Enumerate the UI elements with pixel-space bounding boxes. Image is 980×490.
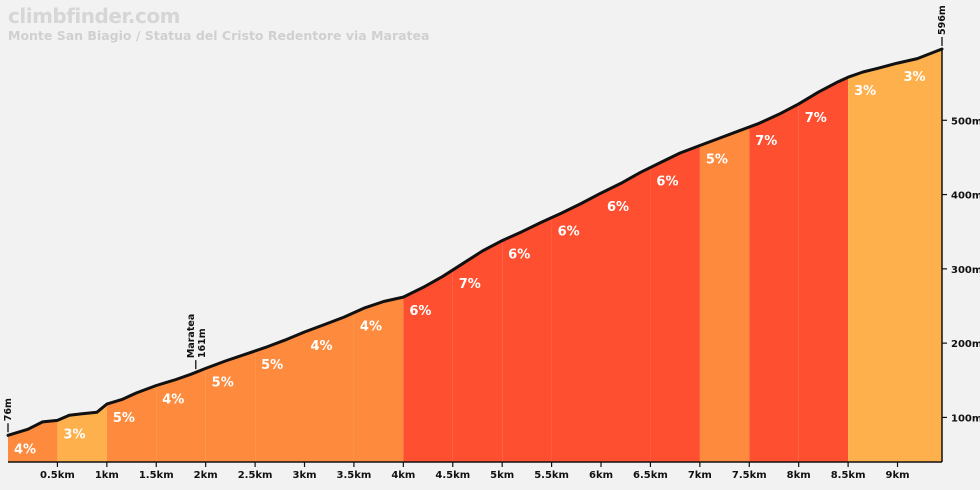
grade-label-8: 6%: [409, 304, 431, 319]
x-tick-label-13: 7km: [688, 470, 712, 481]
segment-18: [897, 49, 942, 462]
x-tick-label-14: 7.5km: [732, 470, 767, 481]
segment-10: [502, 217, 552, 462]
axes: 0.5km 1km 1.5km 2km 2.5km 3km 3.5km 4km 4.5km 5km…: [8, 48, 980, 481]
segment-1: [57, 404, 107, 462]
grade-label-0: 4%: [14, 442, 36, 457]
segment-5: [255, 332, 305, 462]
grade-label-4: 5%: [212, 375, 234, 390]
x-tick-label-5: 3km: [292, 470, 316, 481]
x-tick-label-9: 5km: [490, 470, 514, 481]
grade-label-1: 3%: [63, 427, 85, 442]
x-tick-label-3: 2km: [194, 470, 218, 481]
segment-16: [798, 77, 849, 462]
x-tick-label-16: 8.5km: [831, 470, 866, 481]
grade-label-9: 7%: [459, 277, 481, 292]
x-tick-label-8: 4.5km: [435, 470, 470, 481]
grade-label-7: 4%: [360, 320, 382, 335]
grade-label-10: 6%: [508, 248, 530, 263]
segment-11: [551, 193, 601, 462]
marker-label-1: 161m: [197, 328, 208, 358]
elevation-markers: 76m Maratea 161m 596m: [3, 5, 948, 433]
y-tick-label-0: 100m: [951, 413, 980, 424]
segment-17: [848, 63, 898, 462]
segment-7: [353, 297, 404, 462]
grade-label-17: 3%: [854, 84, 876, 99]
x-tick-label-0: 0.5km: [40, 470, 75, 481]
x-tick-label-15: 8km: [787, 470, 811, 481]
y-tick-label-3: 400m: [951, 191, 980, 202]
grade-label-12: 6%: [607, 200, 629, 215]
x-tick-label-7: 4km: [391, 470, 415, 481]
segment-15: [749, 103, 799, 463]
grade-label-16: 7%: [805, 111, 827, 126]
gradient-segments: [8, 49, 942, 463]
segment-0: [8, 420, 58, 462]
y-tick-label-1: 200m: [951, 339, 980, 350]
marker-name-1: Maratea: [186, 314, 197, 358]
segment-3: [156, 368, 206, 462]
grade-label-13: 6%: [656, 174, 678, 189]
segment-14: [699, 127, 750, 462]
segment-9: [452, 240, 503, 462]
grade-label-15: 7%: [755, 134, 777, 149]
segment-12: [601, 167, 651, 462]
grade-labels: 4% 3% 5% 4% 5% 5% 4% 4% 6% 7% 6% 6% 6% 6% 5% 7% 7% 3% 3%: [14, 70, 926, 457]
x-tick-label-4: 2.5km: [238, 470, 273, 481]
grade-label-3: 4%: [162, 392, 184, 407]
segment-6: [304, 312, 354, 462]
grade-label-5: 5%: [261, 358, 283, 373]
x-tick-label-10: 5.5km: [534, 470, 569, 481]
x-tick-label-12: 6.5km: [633, 470, 668, 481]
y-tick-label-2: 300m: [951, 265, 980, 276]
x-tick-label-17: 9km: [886, 470, 910, 481]
x-tick-label-2: 1.5km: [139, 470, 174, 481]
segment-4: [205, 350, 256, 462]
profile-line: [6, 47, 944, 437]
segment-8: [403, 270, 453, 462]
y-tick-label-4: 500m: [951, 116, 980, 127]
grade-label-18: 3%: [904, 70, 926, 85]
marker-label-2: 596m: [937, 5, 948, 35]
site-brand: climbfinder.com: [8, 4, 180, 28]
x-tick-label-11: 6km: [589, 470, 613, 481]
grade-label-2: 5%: [113, 411, 135, 426]
x-tick-label-6: 3.5km: [337, 470, 372, 481]
x-tick-label-1: 1km: [95, 470, 119, 481]
marker-label-0: 76m: [3, 398, 14, 421]
grade-label-6: 4%: [311, 339, 333, 354]
grade-label-11: 6%: [558, 225, 580, 240]
profile-line-group: [6, 47, 944, 437]
grade-label-14: 5%: [706, 153, 728, 168]
chart-subtitle: Monte San Biagio / Statua del Cristo Red…: [8, 28, 430, 43]
segment-2: [106, 385, 157, 462]
segment-13: [650, 145, 700, 462]
